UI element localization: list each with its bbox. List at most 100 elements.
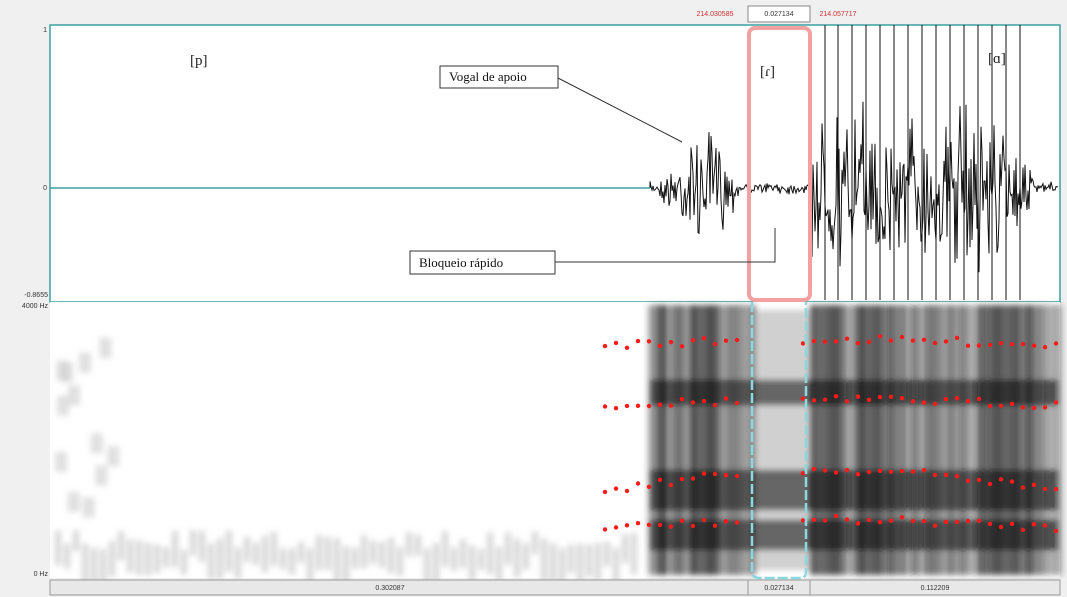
formant-dot xyxy=(911,399,915,403)
formant-dot xyxy=(724,339,728,343)
formant-dot xyxy=(966,519,970,523)
noise xyxy=(68,492,80,512)
annotation-tap: [ɾ] xyxy=(760,64,775,80)
noise xyxy=(298,542,304,563)
noise xyxy=(172,531,178,568)
noise xyxy=(79,353,91,373)
formant-dot xyxy=(1032,522,1036,526)
formant-dot xyxy=(878,520,882,524)
formant-dot xyxy=(867,518,871,522)
noise xyxy=(262,536,268,573)
formant-dot xyxy=(801,341,805,345)
formant-dot xyxy=(834,470,838,474)
formant-dot xyxy=(1021,485,1025,489)
formant-dot xyxy=(823,340,827,344)
formant-dot xyxy=(680,397,684,401)
noise xyxy=(415,535,421,556)
annotation-p: [p] xyxy=(190,53,208,69)
formant-dot xyxy=(856,521,860,525)
noise xyxy=(469,545,475,582)
formant-dot xyxy=(691,524,695,528)
formant-dot xyxy=(1054,487,1058,491)
noise xyxy=(55,452,67,472)
noise xyxy=(460,539,466,568)
formant-band xyxy=(650,380,1058,405)
formant-dot xyxy=(812,398,816,402)
formant-dot xyxy=(658,523,662,527)
formant-dot xyxy=(801,396,805,400)
noise xyxy=(514,539,520,578)
noise xyxy=(568,545,574,573)
formant-dot xyxy=(922,400,926,404)
noise xyxy=(64,544,70,569)
f-min-label: 0 Hz xyxy=(34,571,49,578)
noise xyxy=(595,543,601,581)
noise xyxy=(523,543,529,570)
formant-dot xyxy=(889,395,893,399)
formant-dot xyxy=(988,343,992,347)
formant-dot xyxy=(988,522,992,526)
formant-dot xyxy=(988,404,992,408)
formant-dot xyxy=(724,396,728,400)
formant-dot xyxy=(1010,402,1014,406)
formant-dot xyxy=(647,404,651,408)
formant-dot xyxy=(1043,523,1047,527)
noise xyxy=(361,535,367,568)
noise xyxy=(505,532,511,565)
formant-dot xyxy=(867,398,871,402)
formant-dot xyxy=(922,468,926,472)
noise xyxy=(496,547,502,582)
formant-dot xyxy=(834,339,838,343)
formant-dot xyxy=(856,394,860,398)
formant-dot xyxy=(1032,483,1036,487)
formant-dot xyxy=(878,395,882,399)
formant-dot xyxy=(867,470,871,474)
formant-dot xyxy=(823,468,827,472)
noise xyxy=(136,540,142,575)
formant-dot xyxy=(845,399,849,403)
f-max-label: 4000 Hz xyxy=(22,303,49,310)
noise xyxy=(109,541,115,576)
formant-dot xyxy=(944,397,948,401)
selection-duration-bottom: 0.027134 xyxy=(764,585,793,592)
page: 214.030585 0.027134 214.057717 1 0 -0.86… xyxy=(0,0,1067,597)
formant-dot xyxy=(889,338,893,342)
formant-dot xyxy=(735,338,739,342)
formant-dot xyxy=(933,402,937,406)
noise xyxy=(397,547,403,576)
noise xyxy=(307,548,313,584)
noise xyxy=(352,548,358,569)
formant-dot xyxy=(691,338,695,342)
formant-dot xyxy=(702,518,706,522)
formant-dot xyxy=(944,473,948,477)
noise xyxy=(95,466,107,486)
formant-dot xyxy=(680,477,684,481)
formant-dot xyxy=(702,336,706,340)
formant-dot xyxy=(977,343,981,347)
formant-dot xyxy=(955,396,959,400)
formant-dot xyxy=(636,339,640,343)
noise xyxy=(622,534,628,563)
noise xyxy=(73,530,79,551)
formant-dot xyxy=(1010,342,1014,346)
noise xyxy=(145,543,151,576)
selection-duration: 0.027134 xyxy=(764,11,793,18)
noise xyxy=(550,543,556,584)
formant-dot xyxy=(1021,528,1025,532)
noise xyxy=(406,532,412,556)
formant-dot xyxy=(647,485,651,489)
formant-dot xyxy=(713,403,717,407)
formant-dot xyxy=(724,473,728,477)
formant-dot xyxy=(900,335,904,339)
formant-dot xyxy=(603,490,607,494)
formant-dot xyxy=(966,399,970,403)
formant-dot xyxy=(603,527,607,531)
noise xyxy=(181,550,187,575)
formant-dot xyxy=(955,474,959,478)
noise xyxy=(631,533,637,574)
noise xyxy=(55,531,61,565)
noise xyxy=(127,539,133,572)
left-duration: 0.302087 xyxy=(375,585,404,592)
noise xyxy=(217,538,223,579)
noise xyxy=(325,537,331,570)
